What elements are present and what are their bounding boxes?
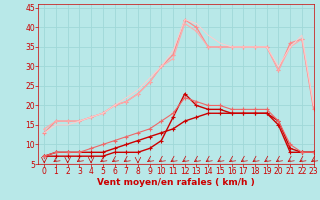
X-axis label: Vent moyen/en rafales ( km/h ): Vent moyen/en rafales ( km/h ) bbox=[97, 178, 255, 187]
